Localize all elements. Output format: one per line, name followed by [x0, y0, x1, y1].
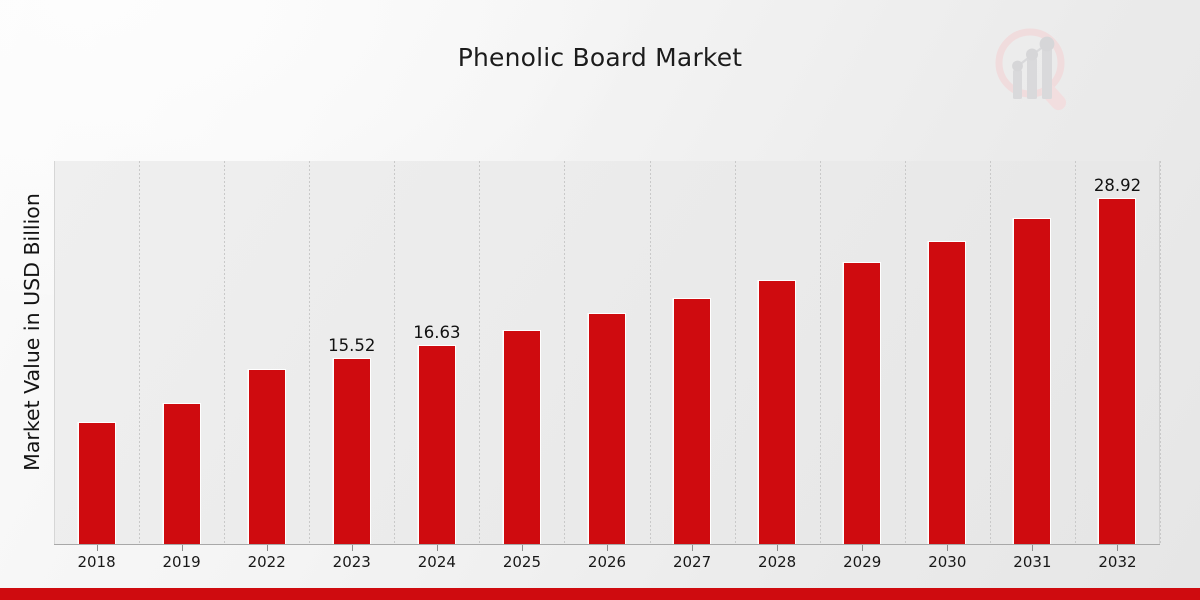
x-axis-tick — [1032, 545, 1034, 551]
x-axis-label: 2019 — [162, 553, 201, 571]
bar[interactable] — [77, 422, 116, 544]
gridline — [139, 161, 140, 544]
x-axis-label: 2032 — [1098, 553, 1137, 571]
x-axis-tick — [436, 545, 438, 551]
gridline — [224, 161, 225, 544]
x-axis-label: 2027 — [672, 553, 712, 571]
bar[interactable] — [502, 330, 541, 544]
bar[interactable] — [1013, 218, 1052, 544]
x-axis-label: 2018 — [77, 553, 116, 571]
bar[interactable] — [588, 313, 626, 544]
gridline — [394, 161, 395, 544]
x-axis-tick — [692, 545, 694, 551]
bar[interactable] — [758, 279, 797, 544]
x-axis-tick — [862, 545, 864, 551]
plot-area: 15.52 16.63 28.92 — [54, 161, 1161, 544]
x-axis-label: 2023 — [332, 553, 371, 571]
bar[interactable]: 28.92 — [1094, 176, 1141, 544]
bar[interactable] — [247, 369, 286, 544]
gridline — [309, 161, 310, 544]
bar[interactable] — [928, 240, 967, 544]
bar[interactable]: 15.52 — [328, 336, 375, 544]
x-axis-label: 2030 — [928, 553, 967, 571]
gridline — [479, 161, 480, 544]
x-axis-label: 2024 — [417, 553, 456, 571]
bar-value-label: 28.92 — [1093, 175, 1142, 195]
x-axis-tick — [947, 545, 949, 551]
y-axis-title: Market Value in USD Billion — [20, 193, 44, 471]
gridline — [564, 161, 565, 544]
x-axis-label: 2028 — [758, 553, 797, 571]
gridline — [650, 161, 651, 544]
gridline — [1160, 161, 1161, 544]
bar[interactable] — [673, 298, 712, 544]
bar-value-label: 16.63 — [413, 322, 461, 342]
x-axis-tick — [777, 545, 779, 551]
gridline — [905, 161, 906, 544]
x-axis-tick — [266, 545, 268, 551]
gridline — [735, 161, 736, 544]
gridline — [990, 161, 991, 544]
x-axis-label: 2022 — [247, 553, 286, 571]
magnifier-bar-chart-logo — [990, 25, 1076, 117]
gridline — [820, 161, 821, 544]
footer-accent-strip — [0, 588, 1200, 600]
page-title: Phenolic Board Market — [457, 43, 743, 72]
x-axis-label: 2026 — [587, 553, 627, 571]
x-axis-tick — [181, 545, 183, 551]
x-axis-tick — [521, 545, 523, 551]
x-axis-tick — [96, 545, 98, 551]
x-axis-label: 2025 — [502, 553, 542, 571]
x-axis-tick — [351, 545, 353, 551]
x-axis-tick — [1117, 545, 1119, 551]
x-axis-line — [54, 544, 1160, 545]
x-axis-label: 2031 — [1013, 553, 1052, 571]
x-axis-label: 2029 — [843, 553, 882, 571]
bar[interactable]: 16.63 — [413, 323, 460, 544]
gridline — [1075, 161, 1076, 544]
x-axis-tick — [607, 545, 608, 551]
bar[interactable] — [162, 403, 201, 544]
plot-left-border — [54, 161, 55, 544]
bar-value-label: 15.52 — [328, 336, 376, 356]
bar[interactable] — [843, 261, 882, 544]
